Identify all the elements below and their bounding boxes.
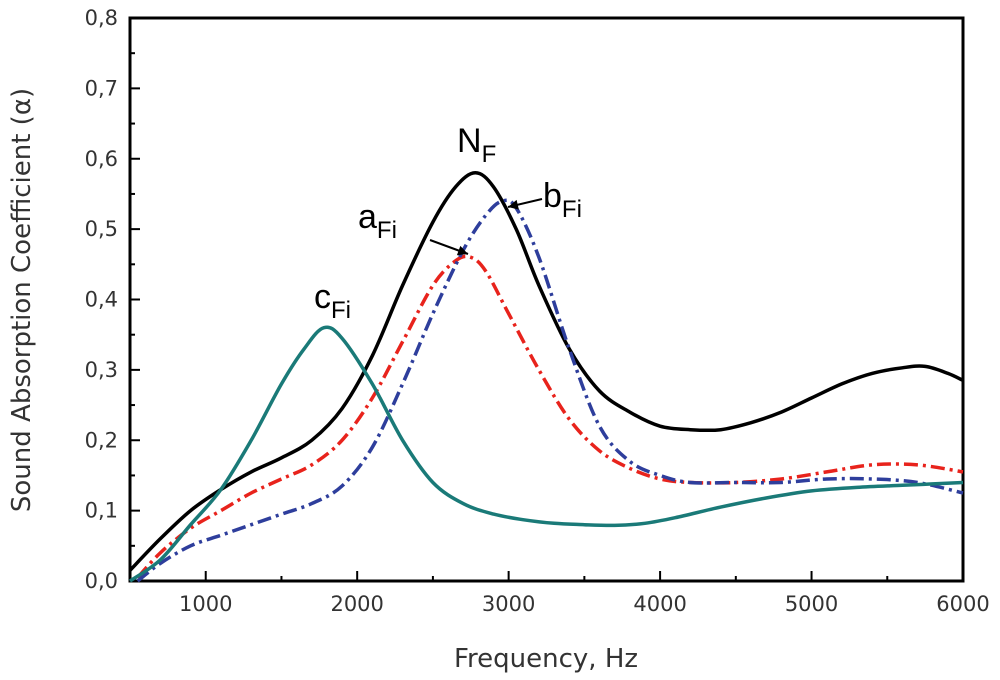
series-label-n-f: NF [457, 122, 496, 168]
annotation-arrowhead [508, 199, 519, 210]
data-series [128, 171, 964, 583]
series-label-b-fi: bFi [543, 177, 582, 223]
y-tick-label: 0,5 [85, 217, 118, 241]
x-tick-label: 1000 [179, 592, 232, 616]
annotation-arrowhead [456, 245, 468, 256]
y-tick-label: 0,1 [85, 499, 118, 523]
y-axis-title: Sound Absorption Coefficient (α) [7, 88, 37, 512]
y-tick-label: 0,3 [85, 358, 118, 382]
series-label-c-fi: cFi [314, 278, 351, 324]
y-tick-label: 0,4 [85, 288, 118, 312]
y-tick-label: 0,0 [85, 569, 118, 593]
y-tick-label: 0,8 [85, 6, 118, 30]
x-tick-label: 4000 [633, 592, 686, 616]
series-line-b-fi [136, 198, 964, 583]
x-tick-label: 2000 [330, 592, 383, 616]
x-tick-label: 5000 [785, 592, 838, 616]
series-line-c-fi [128, 325, 964, 583]
series-label-a-fi: aFi [358, 198, 397, 244]
y-tick-label: 0,7 [85, 76, 118, 100]
x-tick-label: 3000 [482, 592, 535, 616]
x-tick-label: 6000 [936, 592, 989, 616]
series-labels: NF aFi bFi cFi [314, 122, 582, 324]
y-tick-label: 0,2 [85, 428, 118, 452]
y-tick-label: 0,6 [85, 147, 118, 171]
x-axis-title: Frequency, Hz [454, 644, 638, 674]
series-line-n-f [128, 171, 964, 572]
axis-ticks: 1000 2000 3000 4000 5000 6000 0,0 0,1 0,2 0,3 0,4 0… [85, 6, 990, 616]
series-line-a-fi [136, 254, 964, 579]
